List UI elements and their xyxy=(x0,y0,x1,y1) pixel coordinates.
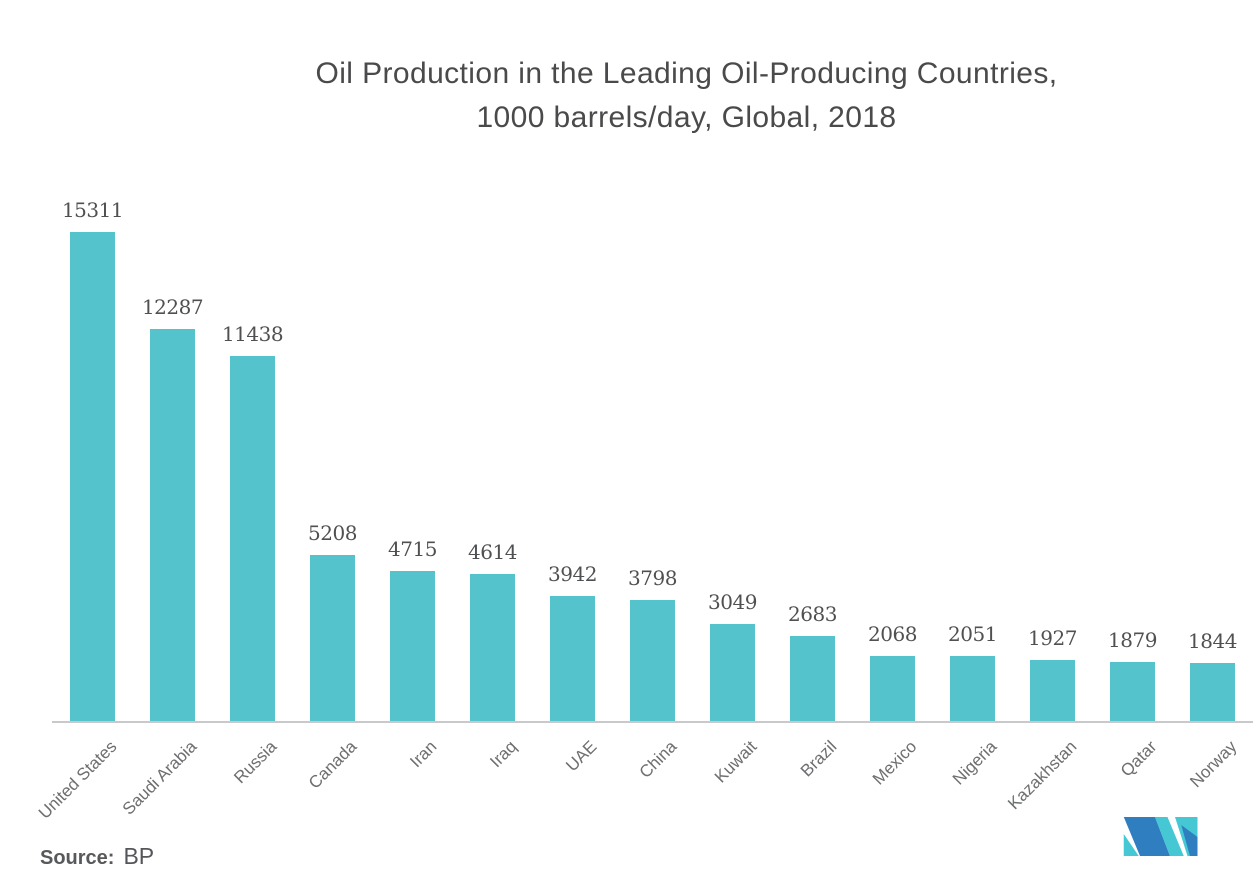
mordor-intelligence-logo xyxy=(1123,817,1198,856)
bar-value-label: 4614 xyxy=(468,540,517,564)
bar xyxy=(870,656,915,722)
bar-value-label: 2683 xyxy=(788,602,837,626)
bar xyxy=(1030,660,1075,722)
bar-value-label: 3798 xyxy=(628,566,677,590)
logo-mid-stripe xyxy=(1155,817,1184,856)
bar xyxy=(710,624,755,722)
bar-value-label: 1927 xyxy=(1028,626,1077,650)
bar-value-label: 12287 xyxy=(141,295,204,319)
chart-title: Oil Production in the Leading Oil-Produc… xyxy=(120,52,1253,140)
source-label: Source: xyxy=(40,847,115,869)
bar-value-label: 5208 xyxy=(308,521,357,545)
bar xyxy=(70,232,115,722)
bar xyxy=(630,600,675,722)
bar xyxy=(390,571,435,722)
bar xyxy=(1110,662,1155,722)
source-note: Source: BP xyxy=(40,843,154,870)
source-value: BP xyxy=(123,843,155,869)
bar-value-label: 1879 xyxy=(1108,628,1157,652)
bar-value-label: 2051 xyxy=(948,622,997,646)
chart-title-line-1: Oil Production in the Leading Oil-Produc… xyxy=(315,57,1058,90)
bar-value-label: 4715 xyxy=(388,537,437,561)
bar xyxy=(470,574,515,722)
bar xyxy=(790,636,835,722)
bar xyxy=(1190,663,1235,722)
bar-value-label: 11438 xyxy=(221,322,284,346)
bar-value-label: 3942 xyxy=(548,562,597,586)
bar xyxy=(310,555,355,722)
bar xyxy=(230,356,275,722)
bar xyxy=(150,329,195,722)
bar-value-label: 3049 xyxy=(708,590,757,614)
logo-left-diagonal xyxy=(1123,817,1170,856)
bar-value-label: 1844 xyxy=(1188,629,1237,653)
logo-right-triangle xyxy=(1181,825,1198,856)
x-axis-line xyxy=(52,721,1253,723)
bar-value-label: 15311 xyxy=(61,198,124,222)
chart-title-line-2: 1000 barrels/day, Global, 2018 xyxy=(476,101,897,134)
bar xyxy=(550,596,595,722)
bar-value-label: 2068 xyxy=(868,622,917,646)
logo-left-triangle xyxy=(1123,834,1139,856)
bar xyxy=(950,656,995,722)
